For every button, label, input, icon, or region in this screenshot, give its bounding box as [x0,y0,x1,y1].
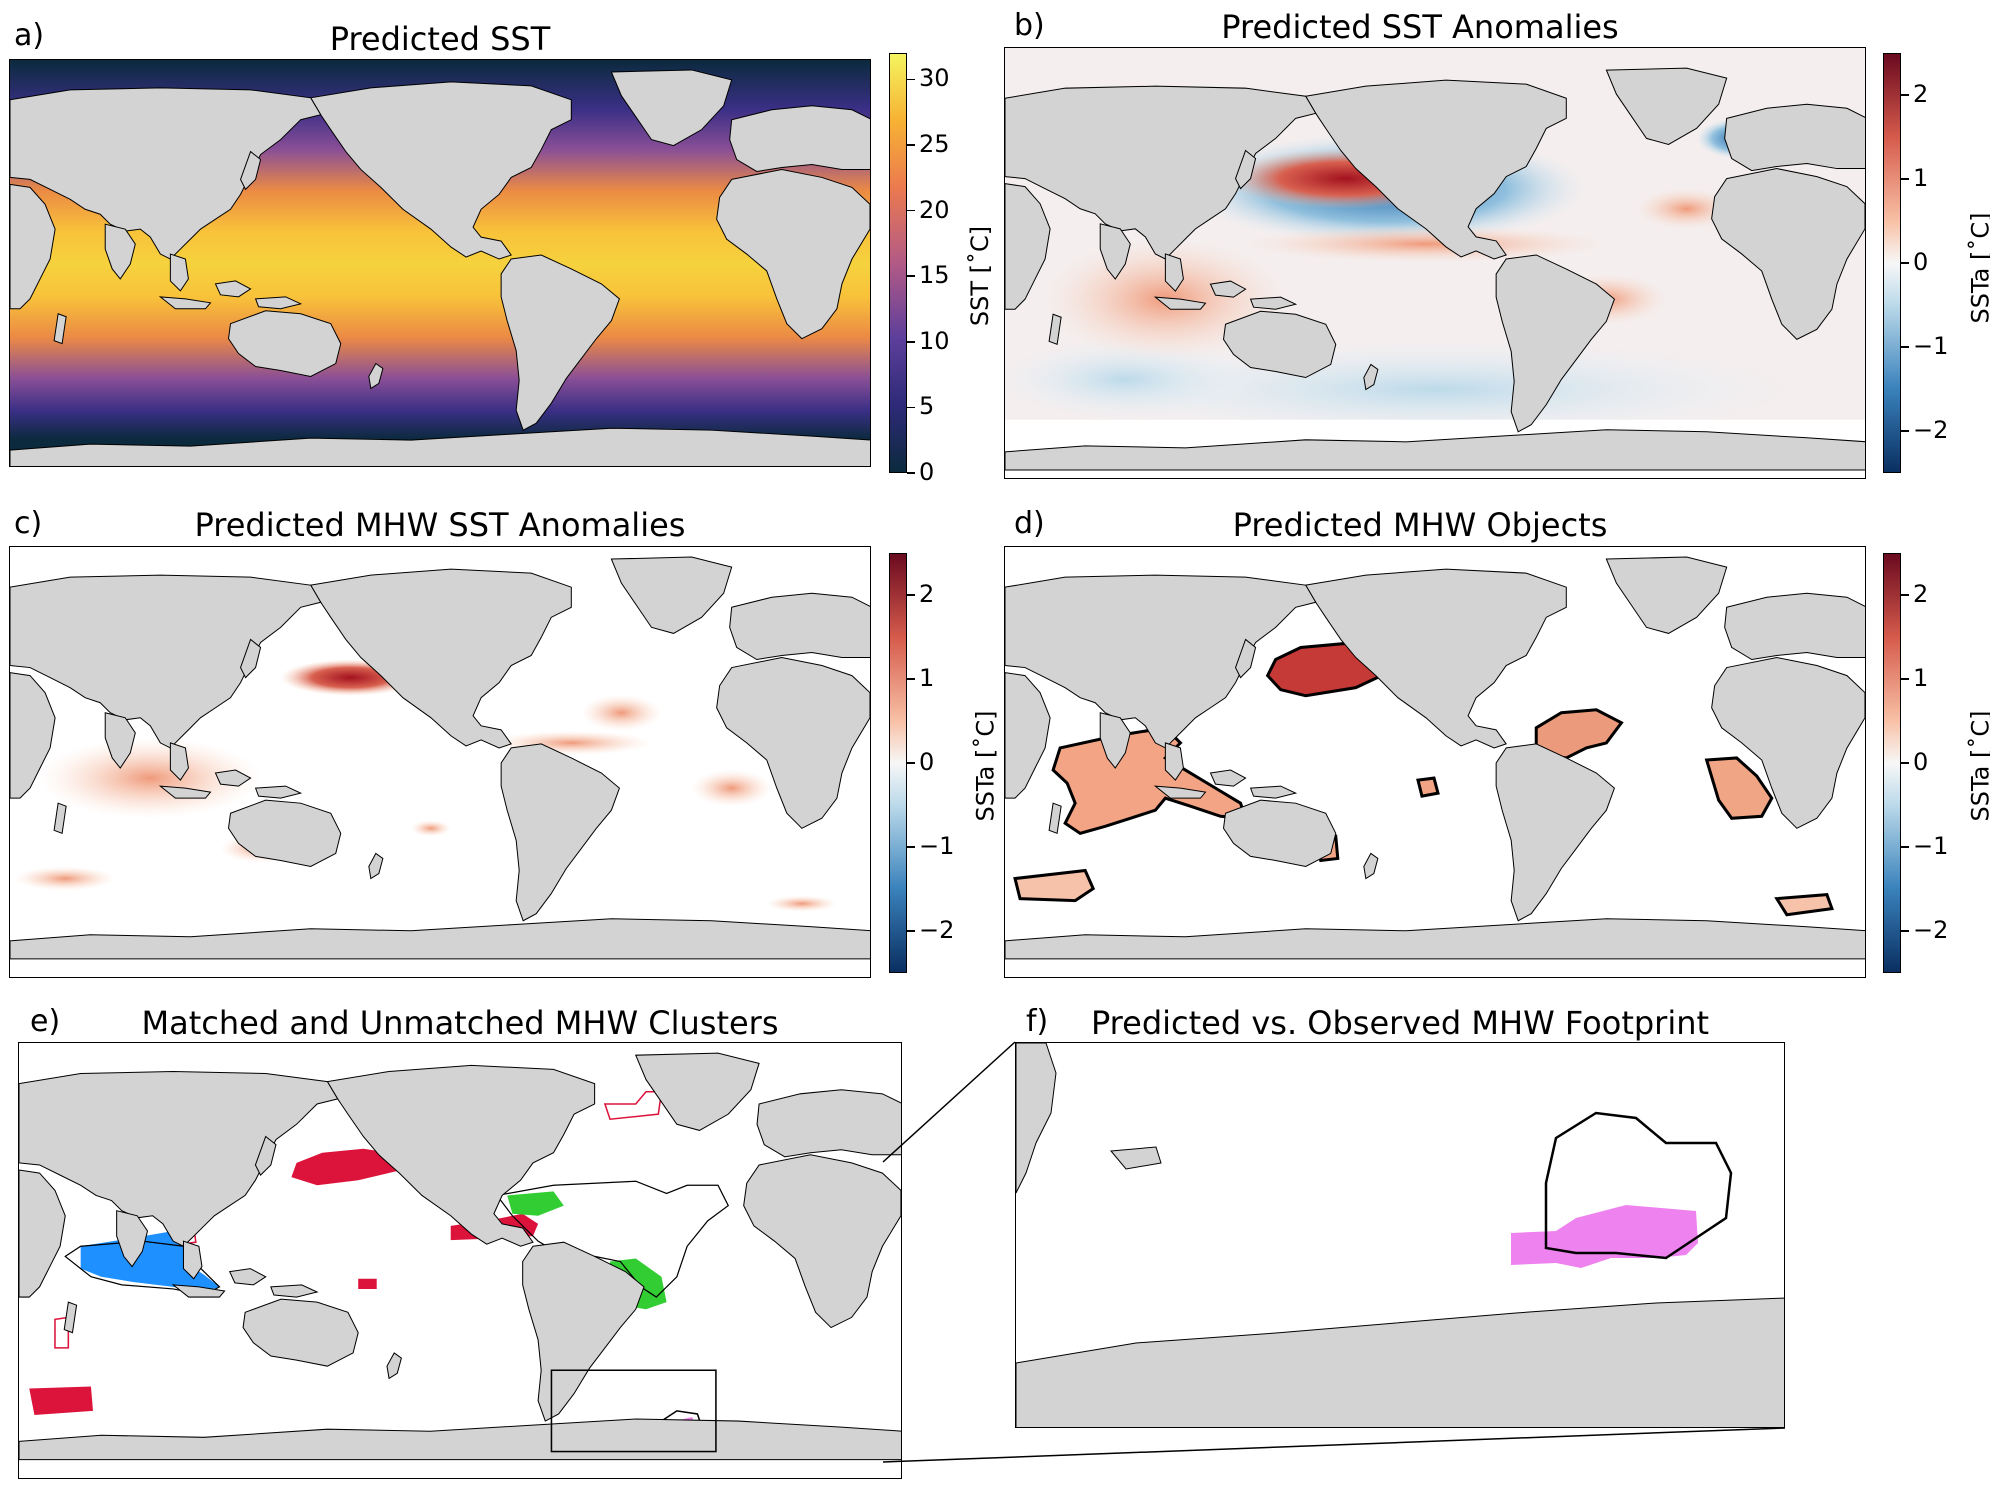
colorbar-ssta-d-tick-label: 0 [1913,748,1929,776]
panel-e-title: Matched and Unmatched MHW Clusters [141,1004,779,1042]
colorbar-sst-tickmark [907,275,915,277]
colorbar-ssta-b-tickmark [1901,430,1909,432]
colorbar-ssta-b [1883,53,1901,473]
colorbar-sst-tickmark [907,406,915,409]
colorbar-ssta-d-tick-label: −1 [1913,832,1949,860]
colorbar-sst-tick-label: 10 [919,326,950,355]
colorbar-sst-tickmark [907,472,915,474]
map-mhw-clusters [18,1042,902,1479]
colorbar-ssta-c-tickmark [907,846,915,848]
colorbar-sst-tick-label: 30 [919,64,950,93]
colorbar-sst-tickmark [907,78,915,80]
colorbar-ssta-c-tickmark [907,762,915,764]
colorbar-ssta-b-label: SSTa [˚C] [1966,212,1990,324]
colorbar-sst-label: SST [˚C] [966,225,995,327]
panel-f-letter: f) [1026,1004,1049,1039]
colorbar-sst-tick-label: 0 [919,458,935,486]
colorbar-ssta-c-tickmark [907,678,915,680]
colorbar-ssta-c-tick-label: 0 [919,748,935,776]
panel-d-letter: d) [1014,506,1045,541]
colorbar-ssta-c-tick-label: 2 [919,580,935,608]
colorbar-ssta-c-tick-label: 1 [919,664,935,692]
map-footprint-zoom [1015,1042,1785,1428]
colorbar-ssta-d-tick-label: 2 [1913,580,1929,608]
panel-e-letter: e) [30,1004,61,1039]
colorbar-ssta-d-label: SSTa [˚C] [1966,710,1990,822]
map-predicted-sst [9,59,871,467]
panel-d-title: Predicted MHW Objects [1232,506,1608,544]
colorbar-ssta-b-tick-label: 2 [1913,80,1929,108]
colorbar-ssta-d-tickmark [1901,594,1909,596]
colorbar-sst-tickmark [907,341,915,343]
colorbar-ssta-b-tick-label: −2 [1913,416,1949,444]
colorbar-ssta-d-tickmark [1901,762,1909,764]
colorbar-ssta-c-tick-label: −2 [919,916,955,944]
map-predicted-ssta [1004,47,1866,479]
colorbar-ssta-d-tickmark [1901,678,1909,680]
colorbar-ssta-d-tick-label: 1 [1913,664,1929,692]
colorbar-ssta-b-tick-label: −1 [1913,332,1949,360]
colorbar-ssta-b-tickmark [1901,94,1909,96]
colorbar-ssta-b-tickmark [1901,346,1909,348]
colorbar-sst [889,53,907,473]
colorbar-ssta-b-tick-label: 0 [1913,248,1929,276]
colorbar-ssta-d [1883,553,1901,973]
map-mhw-objects [1004,546,1866,978]
panel-b-letter: b) [1014,8,1045,43]
colorbar-ssta-c-label: SSTa [˚C] [971,710,1000,822]
colorbar-sst-tick-label: 15 [919,261,950,290]
panel-c-title: Predicted MHW SST Anomalies [194,506,686,544]
colorbar-sst-tickmark [907,144,915,146]
panel-c-letter: c) [14,506,43,541]
colorbar-ssta-b-tickmark [1901,178,1909,180]
colorbar-ssta-c-tickmark [907,594,915,596]
colorbar-ssta-b-tickmark [1901,262,1909,264]
colorbar-ssta-c-tick-label: −1 [919,832,955,860]
colorbar-ssta-d-tick-label: −2 [1913,916,1949,944]
colorbar-ssta-b-tick-label: 1 [1913,164,1929,192]
panel-a-title: Predicted SST [329,20,551,58]
panel-f-title: Predicted vs. Observed MHW Footprint [1090,1004,1710,1042]
colorbar-ssta-c [889,553,907,973]
map-mhw-ssta [9,546,871,978]
panel-b-title: Predicted SST Anomalies [1221,8,1619,46]
colorbar-sst-tick-label: 20 [919,195,950,224]
colorbar-ssta-c-tickmark [907,930,915,932]
colorbar-ssta-d-tickmark [1901,846,1909,848]
colorbar-sst-tick-label: 25 [919,129,950,158]
colorbar-sst-tick-label: 5 [919,392,935,421]
panel-a-letter: a) [14,18,45,53]
colorbar-sst-tickmark [907,209,915,212]
colorbar-ssta-d-tickmark [1901,930,1909,932]
